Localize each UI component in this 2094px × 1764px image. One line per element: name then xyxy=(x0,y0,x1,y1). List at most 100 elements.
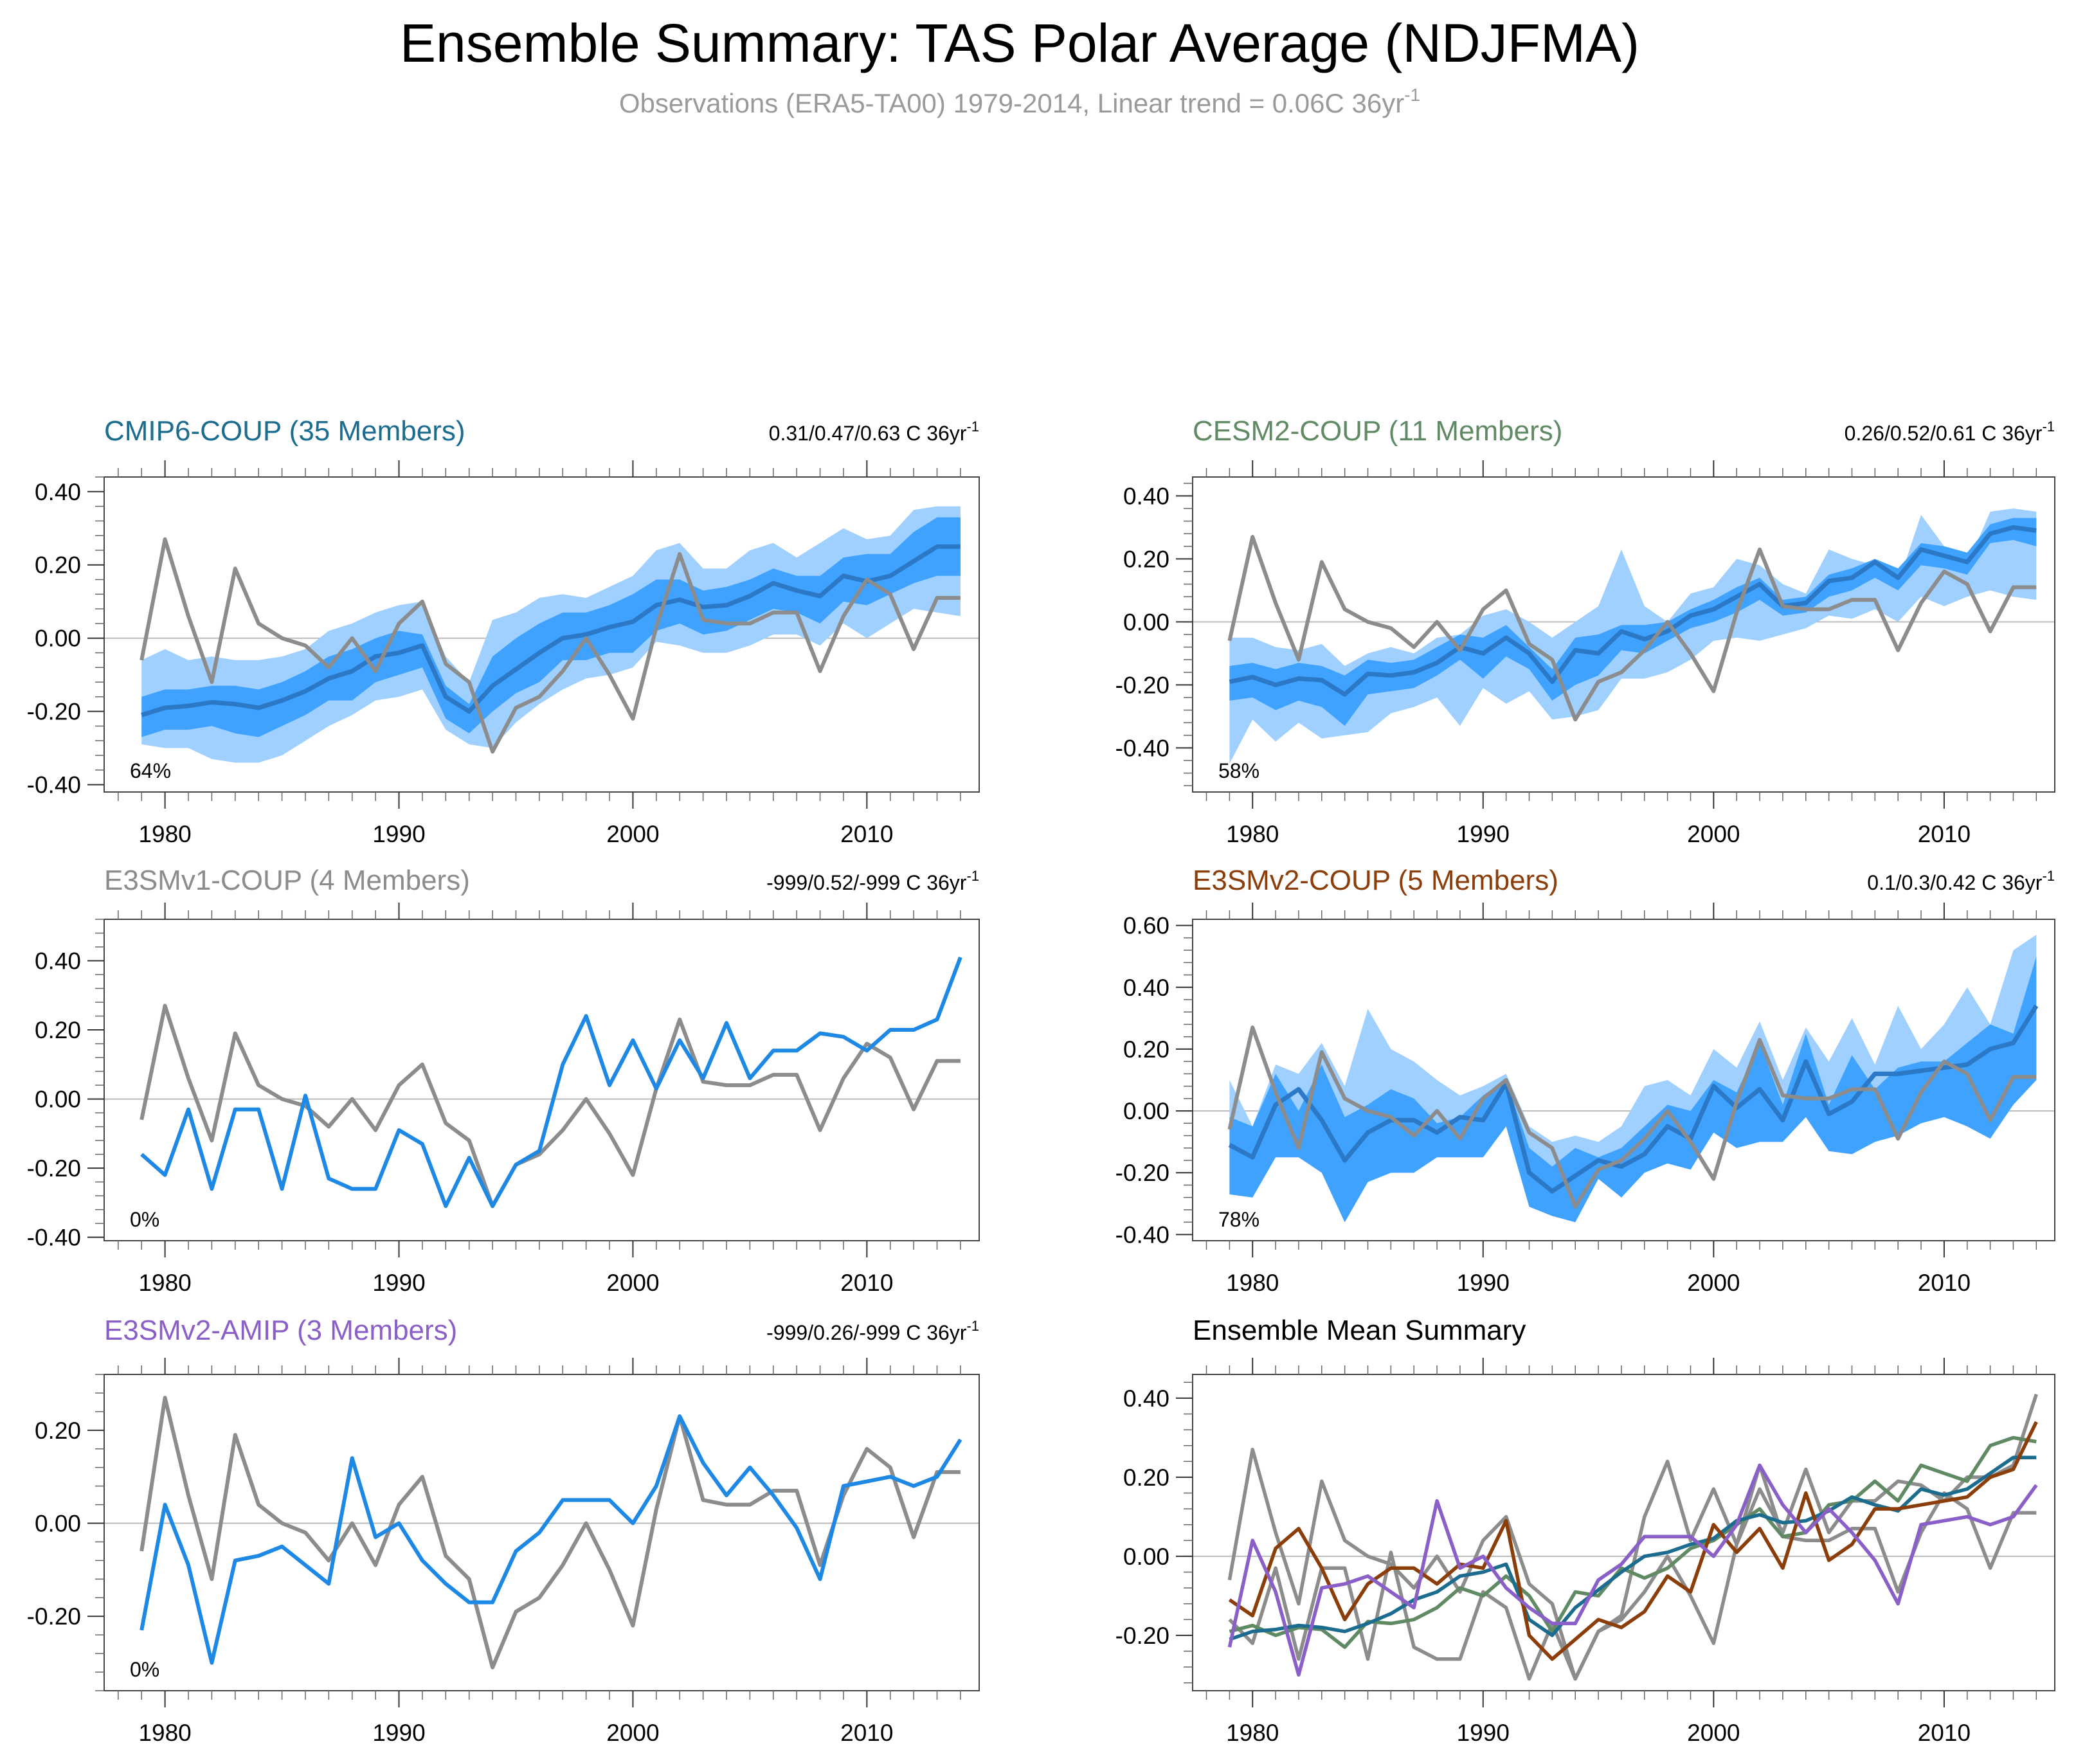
percent-label: 64% xyxy=(130,759,171,782)
x-tick-label: 2010 xyxy=(840,1270,893,1296)
y-tick-label: 0.00 xyxy=(1123,1544,1169,1570)
plot-area xyxy=(1193,1393,2055,1681)
trend-sup: -1 xyxy=(2042,419,2055,435)
plot-area xyxy=(104,1396,979,1670)
panel-6: Ensemble Mean Summary -0.20 0.00 0.20 0.40 19… xyxy=(1115,1315,2055,1746)
ensemble-member-line xyxy=(140,1414,962,1665)
plot-frame xyxy=(104,1374,980,1691)
e3smv1-line xyxy=(1228,1393,2038,1681)
percent-label: 0% xyxy=(130,1658,159,1681)
inner-spread-band xyxy=(1229,518,2037,726)
ensemble-mean-line xyxy=(1229,525,2037,697)
trend-value: 0.1/0.3/0.42 C 36yr xyxy=(1867,871,2043,894)
y-tick-label: 0.00 xyxy=(35,1086,81,1113)
x-tick-label: 2000 xyxy=(1687,1270,1740,1296)
figure-title: Ensemble Summary: TAS Polar Average (NDJ… xyxy=(400,13,1639,73)
observations-line xyxy=(140,1004,961,1209)
x-tick-label: 1980 xyxy=(138,1720,191,1746)
x-tick-label: 1980 xyxy=(1226,1720,1279,1746)
x-tick-label: 2010 xyxy=(1918,821,1971,847)
y-tick-label: -0.20 xyxy=(27,1603,81,1630)
panel-2: CESM2-COUP (11 Members) 0.26/0.52/0.61 C … xyxy=(1115,415,2055,847)
observations-line xyxy=(1227,535,2037,722)
inner-spread-band xyxy=(141,517,961,737)
y-tick-label: 0.40 xyxy=(35,479,81,505)
x-tick-label: 1990 xyxy=(1457,1720,1510,1746)
observations-line xyxy=(140,537,961,754)
percent-label: 0% xyxy=(130,1208,159,1231)
ensemble-mean-line xyxy=(141,544,961,717)
trend-sup: -1 xyxy=(966,419,979,435)
y-tick-label: -0.20 xyxy=(27,699,81,725)
ensemble-member-line xyxy=(140,957,962,1209)
trend-sup: -1 xyxy=(966,1318,979,1334)
percent-label: 78% xyxy=(1218,1208,1259,1231)
percent-label: 58% xyxy=(1218,759,1259,782)
plot-area xyxy=(104,957,979,1209)
x-tick-label: 1990 xyxy=(372,1270,425,1296)
y-tick-label: 0.00 xyxy=(35,1511,81,1537)
x-tick-label: 2000 xyxy=(606,821,659,847)
y-tick-label: 0.20 xyxy=(35,1418,81,1444)
y-tick-label: 0.00 xyxy=(1123,1098,1169,1124)
x-tick-label: 1980 xyxy=(138,821,191,847)
trend-sup: -1 xyxy=(2042,868,2055,884)
plot-frame xyxy=(1192,1374,2055,1691)
panel-1: CMIP6-COUP (35 Members) 0.31/0.47/0.63 C … xyxy=(27,415,980,847)
y-tick-label: 0.60 xyxy=(1123,913,1169,939)
trend-value: -999/0.52/-999 C 36yr xyxy=(766,871,967,894)
inner-spread-band xyxy=(1229,956,2037,1223)
e3smv2-amip-line xyxy=(1227,1463,2038,1677)
x-tick-label: 2010 xyxy=(1918,1720,1971,1746)
trend-text: -999/0.52/-999 C 36yr-1 xyxy=(766,868,979,894)
e3smv2-line xyxy=(1228,1421,2038,1661)
x-tick-label: 1990 xyxy=(1457,821,1510,847)
observations-line xyxy=(1227,1025,2037,1209)
y-tick-label: 0.40 xyxy=(1123,1385,1169,1412)
subtitle-main: Observations (ERA5-TA00) 1979-2014, Line… xyxy=(619,88,1404,118)
x-tick-label: 1990 xyxy=(372,1720,425,1746)
plot-area xyxy=(104,506,979,763)
y-tick-label: -0.40 xyxy=(27,1225,81,1251)
plot-frame xyxy=(104,919,980,1241)
panel-4: E3SMv2-COUP (5 Members) 0.1/0.3/0.42 C 36… xyxy=(1115,865,2055,1296)
trend-text: 0.31/0.47/0.63 C 36yr-1 xyxy=(769,419,979,445)
x-tick-label: 2000 xyxy=(606,1720,659,1746)
y-tick-label: 0.00 xyxy=(35,626,81,652)
trend-text: -999/0.26/-999 C 36yr-1 xyxy=(766,1318,979,1344)
x-tick-label: 2000 xyxy=(1687,1720,1740,1746)
panel-title: CESM2-COUP (11 Members) xyxy=(1193,415,1562,447)
y-tick-label: 0.20 xyxy=(1123,1464,1169,1491)
y-tick-label: -0.20 xyxy=(27,1155,81,1182)
x-tick-label: 2010 xyxy=(1918,1270,1971,1296)
panel-title: E3SMv1-COUP (4 Members) xyxy=(104,865,470,896)
y-tick-label: -0.20 xyxy=(1115,672,1169,698)
trend-text: 0.1/0.3/0.42 C 36yr-1 xyxy=(1867,868,2055,894)
y-tick-label: -0.40 xyxy=(1115,735,1169,761)
y-tick-label: -0.20 xyxy=(1115,1160,1169,1186)
x-tick-label: 1980 xyxy=(1226,821,1279,847)
observations-line xyxy=(1227,1448,2037,1681)
y-tick-label: 0.20 xyxy=(35,1017,81,1043)
y-tick-label: 0.40 xyxy=(1123,975,1169,1001)
y-tick-label: -0.40 xyxy=(27,772,81,798)
panels: CMIP6-COUP (35 Members) 0.31/0.47/0.63 C … xyxy=(27,415,2055,1746)
x-tick-label: 1990 xyxy=(1457,1270,1510,1296)
plot-area xyxy=(1193,935,2055,1223)
y-tick-label: -0.40 xyxy=(1115,1221,1169,1248)
trend-value: 0.31/0.47/0.63 C 36yr xyxy=(769,422,967,445)
x-tick-label: 1990 xyxy=(372,821,425,847)
y-tick-label: 0.20 xyxy=(1123,546,1169,572)
plot-frame xyxy=(1192,919,2055,1241)
y-tick-label: 0.40 xyxy=(35,948,81,975)
trend-value: 0.26/0.52/0.61 C 36yr xyxy=(1845,422,2043,445)
trend-text: 0.26/0.52/0.61 C 36yr-1 xyxy=(1845,419,2055,445)
trend-sup: -1 xyxy=(966,868,979,884)
x-tick-label: 2000 xyxy=(606,1270,659,1296)
y-tick-label: 0.20 xyxy=(1123,1036,1169,1063)
x-tick-label: 1980 xyxy=(138,1270,191,1296)
plot-area xyxy=(1193,509,2055,764)
y-tick-label: 0.40 xyxy=(1123,483,1169,509)
trend-value: -999/0.26/-999 C 36yr xyxy=(766,1321,967,1344)
